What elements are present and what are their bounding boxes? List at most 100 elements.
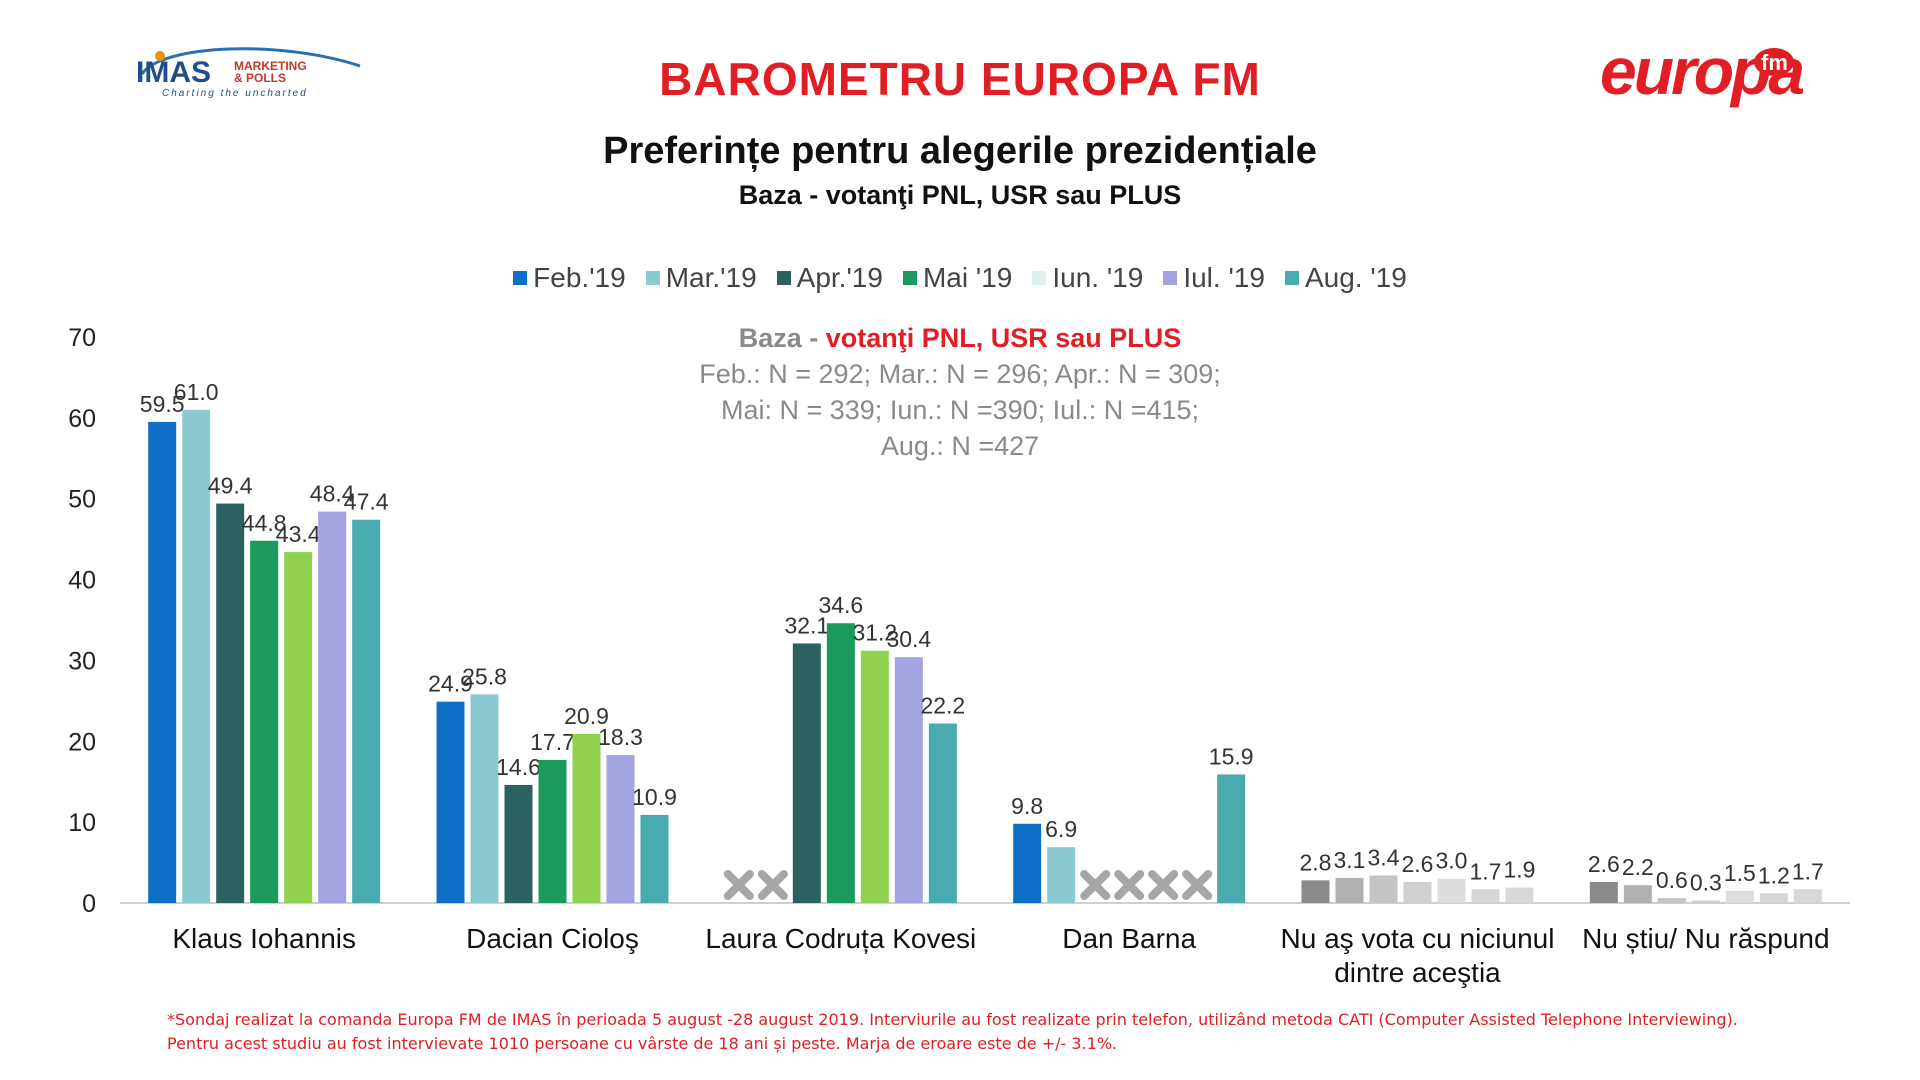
note-line-3: Aug.: N =427: [880, 431, 1040, 461]
legend-item: Apr.'19: [776, 262, 883, 294]
category-label: Klaus Iohannis: [172, 923, 356, 954]
data-label: 59.5: [140, 391, 185, 417]
data-label: 3.1: [1334, 847, 1366, 873]
note-label-red: votanţi PNL, USR sau PLUS: [825, 323, 1182, 353]
y-tick-label: 50: [68, 486, 96, 514]
svg-text:Charting the uncharted: Charting the uncharted: [162, 88, 308, 99]
bar: [860, 650, 889, 903]
category-label: Laura Codruța Kovesi: [705, 923, 976, 954]
bar: [1437, 878, 1466, 903]
category-label: Nu știu/ Nu răspund: [1582, 923, 1829, 954]
data-label: 3.4: [1368, 845, 1400, 871]
note-line-1: Feb.: N = 292; Mar.: N = 296; Apr.: N = …: [699, 359, 1221, 389]
data-label: 15.9: [1209, 743, 1254, 769]
legend-label: Feb.'19: [533, 262, 626, 293]
legend-swatch: [1032, 270, 1047, 285]
category-label: dintre aceştia: [1334, 957, 1501, 988]
data-label: 17.7: [530, 729, 575, 755]
missing-data-marker: [1182, 870, 1213, 900]
bar: [1335, 877, 1364, 903]
category-label: Dan Barna: [1062, 923, 1196, 954]
data-label: 14.6: [496, 754, 541, 780]
bar: [1217, 774, 1246, 903]
y-tick-label: 30: [68, 647, 96, 675]
data-label: 1.9: [1504, 857, 1536, 883]
footnote-line-2: Pentru acest studiu au fost intervievate…: [167, 1034, 1118, 1053]
data-label: 43.4: [276, 521, 321, 547]
data-label: 22.2: [920, 692, 965, 718]
legend-label: Aug. '19: [1304, 262, 1407, 293]
bar: [148, 421, 177, 903]
data-label: 34.6: [818, 592, 863, 618]
bar: [826, 623, 855, 903]
y-tick-label: 20: [68, 728, 96, 756]
legend-label: Iun. '19: [1052, 262, 1144, 293]
bar: [1301, 880, 1330, 903]
bar: [894, 657, 923, 903]
category-label: Dacian Cioloş: [466, 923, 639, 954]
legend-item: Iun. '19: [1032, 262, 1143, 294]
bar: [504, 784, 533, 903]
bar: [1403, 881, 1432, 903]
bar: [640, 814, 669, 903]
legend-label: Mar.'19: [665, 262, 757, 293]
bar: [1691, 900, 1720, 903]
legend-swatch: [776, 270, 791, 285]
missing-data-marker: [1148, 870, 1179, 900]
footnote: *Sondaj realizat la comanda Europa FM de…: [167, 1008, 1738, 1056]
legend-item: Mai '19: [902, 262, 1012, 294]
bar: [436, 701, 465, 903]
bar: [1369, 875, 1398, 903]
data-label: 24.9: [428, 671, 473, 697]
missing-data-marker: [1080, 870, 1111, 900]
legend-swatch: [902, 270, 917, 285]
data-label: 0.3: [1690, 870, 1722, 896]
bar: [352, 519, 381, 903]
category-label: Nu aş vota cu niciunul: [1281, 923, 1555, 954]
bar: [470, 694, 499, 903]
data-label: 6.9: [1045, 816, 1077, 842]
data-label: 30.4: [886, 626, 931, 652]
legend-item: Iul. '19: [1163, 262, 1265, 294]
data-label: 1.5: [1724, 860, 1756, 886]
data-label: 32.1: [784, 612, 829, 638]
data-label: 9.8: [1011, 793, 1043, 819]
legend-item: Aug. '19: [1284, 262, 1407, 294]
y-tick-label: 10: [68, 809, 96, 837]
svg-text:IMAS: IMAS: [136, 56, 211, 89]
y-tick-label: 60: [68, 405, 96, 433]
bar: [1013, 823, 1042, 903]
data-label: 18.3: [598, 724, 643, 750]
bar: [216, 503, 245, 903]
data-label: 0.6: [1656, 867, 1688, 893]
data-label: 2.6: [1402, 851, 1434, 877]
data-label: 2.6: [1588, 851, 1620, 877]
base-subtitle: Baza - votanţi PNL, USR sau PLUS: [738, 180, 1182, 210]
bar: [1657, 898, 1686, 903]
bar: [1505, 887, 1534, 903]
main-title: BAROMETRU EUROPA FM: [659, 53, 1261, 105]
y-tick-label: 40: [68, 567, 96, 595]
footnote-line-1: *Sondaj realizat la comanda Europa FM de…: [167, 1010, 1738, 1029]
legend-swatch: [645, 270, 660, 285]
chart-legend: Feb.'19 Mar.'19 Apr.'19 Mai '19 Iun. '19 Iul.…: [0, 262, 1920, 294]
data-label: 3.0: [1436, 848, 1468, 874]
y-tick-label: 0: [82, 890, 96, 918]
bar: [1759, 893, 1788, 903]
data-label: 2.2: [1622, 854, 1654, 880]
data-label: 10.9: [632, 784, 677, 810]
missing-data-marker: [757, 870, 788, 900]
note-line-2: Mai: N = 339; Iun.: N =390; Iul.: N =415…: [720, 395, 1200, 425]
legend-item: Feb.'19: [513, 262, 626, 294]
bar: [182, 409, 211, 903]
data-label: 31.2: [852, 620, 897, 646]
bar: [1471, 889, 1500, 903]
bar: [284, 552, 313, 903]
data-label: 1.2: [1758, 862, 1790, 888]
legend-label: Iul. '19: [1183, 262, 1265, 293]
bar: [606, 755, 635, 903]
svg-text:& POLLS: & POLLS: [234, 71, 286, 85]
bar: [1589, 881, 1618, 903]
note-label-prefix: Baza -: [738, 323, 826, 353]
